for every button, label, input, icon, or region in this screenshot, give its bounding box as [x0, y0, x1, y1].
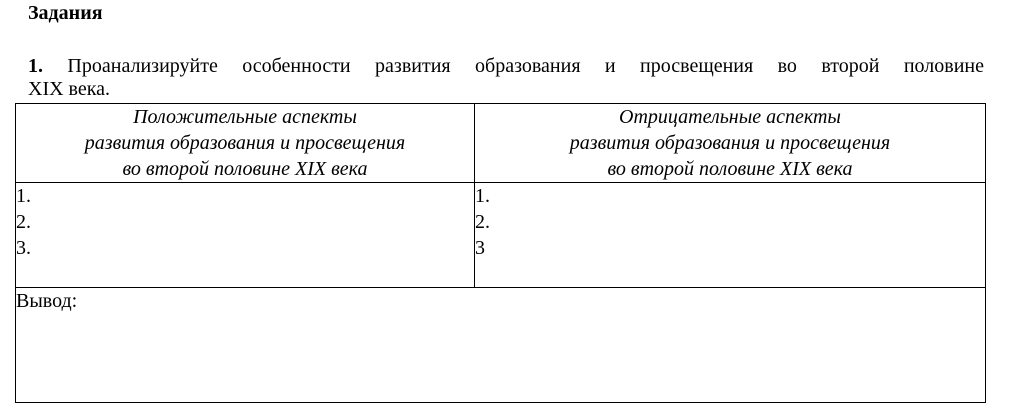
- task-number: 1.: [28, 55, 43, 77]
- task-text-line1: 1. Проанализируйте особенности развития …: [28, 55, 984, 78]
- positive-aspects-header-cell: Положительные аспекты развития образован…: [15, 103, 475, 183]
- list-item-number: 1.: [475, 185, 490, 207]
- header-line: развития образования и просвещения: [569, 132, 891, 154]
- header-line: во второй половине XIX века: [607, 158, 853, 180]
- list-item-number: 1.: [16, 185, 31, 207]
- list-item-number: 3.: [16, 237, 31, 259]
- task-text: Проанализируйте особенности развития обр…: [67, 55, 985, 77]
- conclusion-cell: Вывод:: [15, 287, 986, 403]
- list-item-number: 2.: [16, 211, 31, 233]
- positive-aspects-items-cell: 1. 2. 3.: [15, 182, 475, 288]
- aspects-table: Положительные аспекты развития образован…: [15, 103, 986, 403]
- task-text-line2: XIX века.: [28, 78, 111, 100]
- header-line: Отрицательные аспекты: [619, 106, 841, 128]
- list-item-number: 3: [475, 237, 485, 259]
- document-title: Задания: [28, 2, 103, 24]
- table-conclusion-row: Вывод:: [15, 287, 986, 403]
- negative-aspects-items-cell: 1. 2. 3: [474, 182, 986, 288]
- header-line: Положительные аспекты: [133, 106, 357, 128]
- header-line: во второй половине XIX века: [122, 158, 368, 180]
- conclusion-label: Вывод:: [16, 290, 78, 312]
- table-header-row: Положительные аспекты развития образован…: [15, 103, 986, 183]
- header-line: развития образования и просвещения: [84, 132, 406, 154]
- task-paragraph: 1. Проанализируйте особенности развития …: [28, 55, 984, 101]
- table-items-row: 1. 2. 3. 1. 2. 3: [15, 182, 986, 288]
- list-item-number: 2.: [475, 211, 490, 233]
- negative-aspects-header-cell: Отрицательные аспекты развития образован…: [474, 103, 986, 183]
